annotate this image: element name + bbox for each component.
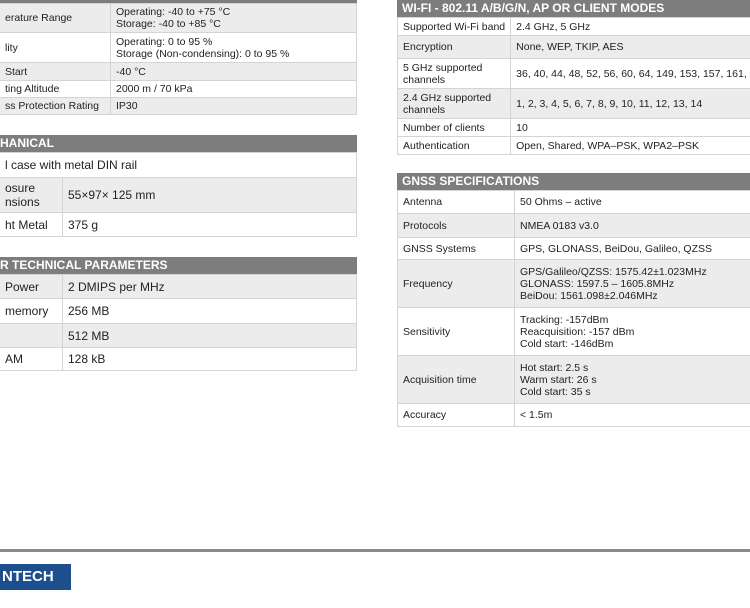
row-label: Accuracy (397, 403, 515, 427)
table-row: Sensitivity Tracking: -157dBm Reacquisiti… (397, 307, 750, 356)
row-label: GNSS Systems (397, 237, 515, 260)
table-row: ht Metal 375 g (0, 212, 357, 237)
row-label: ht Metal (0, 212, 63, 237)
row-label: Power (0, 274, 63, 299)
row-label: Number of clients (396, 118, 512, 137)
gnss-header: GNSS SPECIFICATIONS (397, 173, 750, 190)
mechanical-table: l case with metal DIN rail osure nsions 5… (0, 152, 357, 237)
row-value: GPS/Galileo/QZSS: 1575.42±1.023MHz GLONA… (514, 259, 750, 308)
row-label: erature Range (0, 3, 111, 33)
row-label: Supported Wi-Fi band (396, 17, 512, 36)
row-label: ss Protection Rating (0, 97, 111, 115)
row-label: ting Altitude (0, 80, 111, 98)
row-value: 36, 40, 44, 48, 52, 56, 60, 64, 149, 153… (510, 58, 750, 89)
row-label: Frequency (397, 259, 515, 308)
row-label: Encryption (396, 35, 512, 59)
table-row: Antenna 50 Ohms – active (397, 190, 750, 214)
table-row: 5 GHz supported channels 36, 40, 44, 48, … (396, 58, 750, 89)
other-params-table: Power 2 DMIPS per MHz memory 256 MB 512 MB… (0, 274, 357, 371)
row-value: 50 Ohms – active (514, 190, 750, 214)
case-description: l case with metal DIN rail (0, 152, 357, 178)
row-value: 256 MB (62, 298, 357, 324)
row-value: 55×97× 125 mm (62, 177, 357, 213)
table-row: Protocols NMEA 0183 v3.0 (397, 213, 750, 238)
company-logo: NTECH (0, 564, 71, 590)
mechanical-header: HANICAL (0, 135, 357, 152)
table-row: erature Range Operating: -40 to +75 °C St… (0, 3, 357, 33)
table-row: memory 256 MB (0, 298, 357, 324)
row-label: Protocols (397, 213, 515, 238)
row-value: 375 g (62, 212, 357, 237)
row-value: 2 DMIPS per MHz (62, 274, 357, 299)
table-row: Supported Wi-Fi band 2.4 GHz, 5 GHz (396, 17, 750, 36)
row-value: 2.4 GHz, 5 GHz (510, 17, 750, 36)
table-row: Encryption None, WEP, TKIP, AES (396, 35, 750, 59)
row-label: memory (0, 298, 63, 324)
environment-header-bar (0, 0, 357, 3)
table-row: Power 2 DMIPS per MHz (0, 274, 357, 299)
table-row: 512 MB (0, 323, 357, 348)
table-row: l case with metal DIN rail (0, 152, 357, 178)
table-row: Number of clients 10 (396, 118, 750, 137)
row-value: -40 °C (110, 62, 357, 81)
table-row: ss Protection Rating IP30 (0, 97, 357, 115)
row-value: 10 (510, 118, 750, 137)
row-label: lity (0, 32, 111, 63)
row-value: 2000 m / 70 kPa (110, 80, 357, 98)
row-value: Operating: 0 to 95 % Storage (Non-conden… (110, 32, 357, 63)
row-value: NMEA 0183 v3.0 (514, 213, 750, 238)
row-label: Sensitivity (397, 307, 515, 356)
row-value: < 1.5m (514, 403, 750, 427)
row-label: 5 GHz supported channels (396, 58, 512, 89)
table-row: osure nsions 55×97× 125 mm (0, 177, 357, 213)
row-label (0, 323, 63, 348)
gnss-table: Antenna 50 Ohms – active Protocols NMEA 01… (397, 190, 750, 427)
row-label: Authentication (396, 136, 512, 155)
other-params-header: R TECHNICAL PARAMETERS (0, 257, 357, 274)
environment-table: erature Range Operating: -40 to +75 °C St… (0, 3, 357, 115)
row-value: None, WEP, TKIP, AES (510, 35, 750, 59)
table-row: Acquisition time Hot start: 2.5 s Warm st… (397, 355, 750, 404)
row-value: Tracking: -157dBm Reacquisition: -157 dB… (514, 307, 750, 356)
row-value: IP30 (110, 97, 357, 115)
wifi-table: Supported Wi-Fi band 2.4 GHz, 5 GHz Encry… (396, 17, 750, 155)
row-value: Operating: -40 to +75 °C Storage: -40 to… (110, 3, 357, 33)
wifi-header: WI-FI - 802.11 A/B/G/N, AP OR CLIENT MOD… (397, 0, 750, 17)
table-row: 2.4 GHz supported channels 1, 2, 3, 4, 5,… (396, 88, 750, 119)
table-row: GNSS Systems GPS, GLONASS, BeiDou, Galile… (397, 237, 750, 260)
row-label: osure nsions (0, 177, 63, 213)
row-value: 1, 2, 3, 4, 5, 6, 7, 8, 9, 10, 11, 12, 1… (510, 88, 750, 119)
row-label: Acquisition time (397, 355, 515, 404)
table-row: lity Operating: 0 to 95 % Storage (Non-co… (0, 32, 357, 63)
footer-divider (0, 549, 750, 552)
row-value: 128 kB (62, 347, 357, 371)
table-row: Frequency GPS/Galileo/QZSS: 1575.42±1.023… (397, 259, 750, 308)
table-row: AM 128 kB (0, 347, 357, 371)
row-value: Hot start: 2.5 s Warm start: 26 s Cold s… (514, 355, 750, 404)
row-value: 512 MB (62, 323, 357, 348)
row-value: GPS, GLONASS, BeiDou, Galileo, QZSS (514, 237, 750, 260)
table-row: ting Altitude 2000 m / 70 kPa (0, 80, 357, 98)
row-label: AM (0, 347, 63, 371)
table-row: Authentication Open, Shared, WPA–PSK, WPA… (396, 136, 750, 155)
table-row: Accuracy < 1.5m (397, 403, 750, 427)
table-row: Start -40 °C (0, 62, 357, 81)
row-label: Start (0, 62, 111, 81)
row-label: 2.4 GHz supported channels (396, 88, 512, 119)
row-label: Antenna (397, 190, 515, 214)
row-value: Open, Shared, WPA–PSK, WPA2–PSK (510, 136, 750, 155)
